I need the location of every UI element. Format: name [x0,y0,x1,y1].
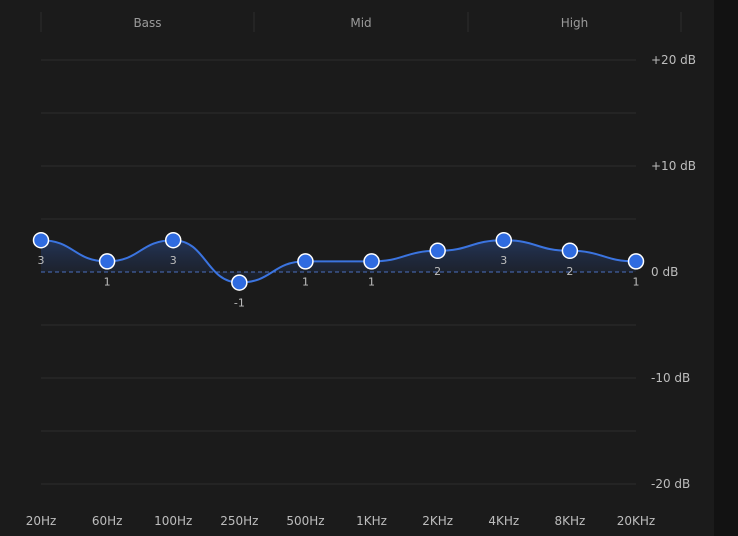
band-label-high: High [561,16,589,30]
frequency-label: 250Hz [220,514,258,528]
eq-point-60hz[interactable] [98,253,116,270]
scroll-gutter [714,0,738,536]
eq-point-8khz[interactable] [561,242,579,260]
eq-point-20khz[interactable] [627,253,645,270]
gain-value-label: 3 [170,254,177,267]
eq-point-500hz[interactable] [297,253,314,270]
band-header: Bass Mid High [40,12,682,32]
gain-value-label: 1 [302,275,309,288]
db-tick-label: +10 dB [651,159,696,173]
band-label-mid: Mid [350,16,371,30]
db-tick-label: +20 dB [651,53,696,67]
frequency-label: 4KHz [488,514,519,528]
frequency-label: 8KHz [554,514,585,528]
frequency-label: 100Hz [154,514,192,528]
gain-value-labels: 3 1 3 -1 1 1 2 3 2 1 [38,254,640,309]
frequency-label: 20KHz [617,514,655,528]
eq-curve [40,239,637,284]
eq-point-4khz[interactable] [495,231,513,249]
gain-value-label: 2 [434,265,441,278]
frequency-label: 2KHz [422,514,453,528]
frequency-label: 20Hz [26,514,57,528]
equalizer-chart: Bass Mid High +20 dB +10 dB 0 dB -10 dB -20 dB… [26,12,696,528]
eq-point-2khz[interactable] [429,242,446,260]
gain-value-label: -1 [234,297,245,310]
frequency-label: 500Hz [286,514,324,528]
band-label-bass: Bass [133,16,161,30]
frequency-axis: 20Hz 60Hz 100Hz 250Hz 500Hz 1KHz 2KHz 4KHz 8KHz 2… [26,514,656,528]
frequency-label: 1KHz [356,514,387,528]
eq-point-100hz[interactable] [164,231,182,249]
gain-value-label: 1 [368,275,375,288]
gain-value-label: 3 [500,254,507,267]
gain-value-label: 1 [104,275,111,288]
eq-point-250hz[interactable] [231,274,248,291]
gain-value-label: 2 [566,265,573,278]
db-axis: +20 dB +10 dB 0 dB -10 dB -20 dB [651,53,696,491]
eq-control-points [32,231,645,291]
frequency-label: 60Hz [92,514,123,528]
db-tick-label: -20 dB [651,477,690,491]
db-tick-label: -10 dB [651,371,690,385]
grid-lines [41,59,636,485]
gain-value-label: 1 [633,275,640,288]
gain-value-label: 3 [38,254,45,267]
db-tick-label: 0 dB [651,265,678,279]
eq-point-1khz[interactable] [363,253,380,270]
eq-point-20hz[interactable] [32,231,50,249]
